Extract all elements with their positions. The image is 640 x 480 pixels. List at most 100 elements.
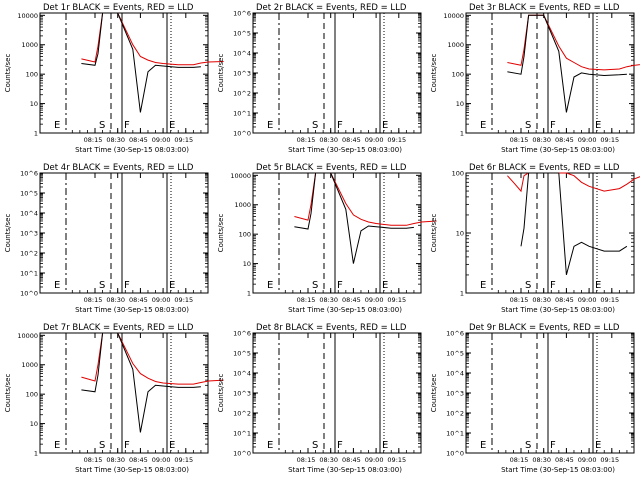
plot-frame	[252, 172, 422, 294]
x-axis-label: Start Time (30-Sep-15 08:03:00)	[75, 466, 189, 474]
event-marker-letter: E	[382, 120, 388, 131]
panel-det-8: Det 8r BLACK = Events, RED = LLD Counts/s…	[217, 323, 422, 474]
y-tick-label: 1	[460, 130, 464, 138]
x-tick-label: 08:30	[319, 456, 338, 464]
x-tick-label: 08:30	[106, 136, 125, 144]
plot-frame	[39, 172, 209, 294]
y-tick-label: 10000	[17, 332, 38, 340]
series-line-events	[81, 332, 201, 433]
y-tick-label: 100	[452, 170, 464, 178]
event-marker-letter: S	[312, 120, 318, 131]
y-tick-label: 10^3	[233, 390, 251, 398]
x-tick-label: 09:15	[600, 296, 619, 304]
x-axis-label: Start Time (30-Sep-15 08:03:00)	[288, 466, 402, 474]
y-tick-label: 10	[30, 100, 38, 108]
x-tick-label: 08:30	[319, 296, 338, 304]
x-tick-label: 08:45	[555, 296, 574, 304]
y-tick-label: 1000	[21, 361, 38, 369]
event-marker-letter: E	[480, 440, 486, 451]
y-tick-label: 100	[26, 71, 38, 79]
y-axis-label: Counts/sec	[217, 214, 225, 253]
event-marker-letter: E	[267, 120, 273, 131]
series-line-lld	[81, 332, 224, 385]
event-marker-letter: E	[595, 120, 601, 131]
x-tick-label: 09:15	[387, 136, 406, 144]
x-tick-label: 08:15	[510, 456, 529, 464]
x-tick-label: 08:30	[532, 456, 551, 464]
y-tick-label: 1	[247, 290, 251, 298]
plot-frame	[465, 332, 635, 454]
series-line-lld	[81, 12, 224, 66]
x-tick-label: 08:15	[84, 456, 103, 464]
event-marker-letter: F	[337, 280, 343, 291]
x-tick-label: 08:15	[297, 136, 316, 144]
x-tick-label: 08:30	[106, 296, 125, 304]
x-tick-label: 08:15	[84, 296, 103, 304]
x-tick-label: 08:15	[510, 136, 529, 144]
x-tick-label: 08:30	[106, 456, 125, 464]
panel-det-7: Det 7r BLACK = Events, RED = LLD Counts/s…	[4, 323, 224, 474]
y-axis-label: Counts/sec	[430, 374, 438, 413]
y-tick-label: 10^0	[233, 450, 251, 458]
event-marker-letter: S	[312, 440, 318, 451]
event-marker-letter: E	[54, 440, 60, 451]
event-marker-letter: F	[550, 440, 556, 451]
panel-det-3: Det 3r BLACK = Events, RED = LLD Counts/s…	[430, 3, 640, 154]
x-tick-label: 09:00	[578, 136, 597, 144]
y-tick-label: 10^4	[20, 210, 38, 218]
event-marker-letter: E	[169, 440, 175, 451]
x-axis-label: Start Time (30-Sep-15 08:03:00)	[288, 306, 402, 314]
y-tick-label: 10^3	[233, 70, 251, 78]
event-marker-letter: F	[337, 440, 343, 451]
y-axis-label: Counts/sec	[430, 54, 438, 93]
plot-frame	[252, 12, 422, 134]
y-tick-label: 10^6	[20, 170, 38, 178]
y-tick-label: 10^5	[233, 350, 251, 358]
event-marker-letter: S	[99, 120, 105, 131]
y-tick-label: 10^5	[233, 30, 251, 38]
y-tick-label: 10^1	[233, 430, 251, 438]
x-tick-label: 08:45	[129, 136, 148, 144]
x-tick-label: 08:45	[555, 136, 574, 144]
panel-title: Det 1r BLACK = Events, RED = LLD	[43, 3, 194, 13]
y-tick-label: 10^5	[20, 190, 38, 198]
y-tick-label: 10^2	[233, 410, 251, 418]
x-tick-label: 09:00	[152, 456, 171, 464]
plot-frame	[39, 12, 209, 134]
y-tick-label: 100	[452, 71, 464, 79]
x-tick-label: 09:00	[578, 456, 597, 464]
x-axis-label: Start Time (30-Sep-15 08:03:00)	[501, 146, 615, 154]
x-tick-label: 09:00	[365, 296, 384, 304]
y-tick-label: 10^3	[20, 230, 38, 238]
event-marker-letter: F	[124, 280, 130, 291]
x-tick-label: 08:45	[342, 296, 361, 304]
event-marker-letter: F	[337, 120, 343, 131]
event-marker-letter: E	[54, 120, 60, 131]
event-marker-letter: E	[169, 280, 175, 291]
panel-det-9: Det 9r BLACK = Events, RED = LLD Counts/s…	[430, 323, 635, 474]
x-axis-label: Start Time (30-Sep-15 08:03:00)	[288, 146, 402, 154]
y-tick-label: 1000	[21, 41, 38, 49]
y-tick-label: 100	[26, 391, 38, 399]
y-tick-label: 10000	[443, 12, 464, 20]
event-marker-letter: E	[480, 280, 486, 291]
plot-frame	[465, 172, 635, 294]
event-marker-letter: E	[382, 440, 388, 451]
panel-title: Det 5r BLACK = Events, RED = LLD	[256, 163, 407, 173]
x-tick-label: 08:30	[319, 136, 338, 144]
y-tick-label: 10^2	[20, 250, 38, 258]
panel-title: Det 9r BLACK = Events, RED = LLD	[469, 323, 620, 333]
x-tick-label: 08:30	[532, 296, 551, 304]
y-tick-label: 10^1	[233, 110, 251, 118]
x-axis-label: Start Time (30-Sep-15 08:03:00)	[501, 306, 615, 314]
x-tick-label: 08:15	[297, 296, 316, 304]
series-line-lld	[294, 172, 437, 226]
panel-title: Det 2r BLACK = Events, RED = LLD	[256, 3, 407, 13]
y-tick-label: 10^6	[233, 10, 251, 18]
plot-frame	[252, 332, 422, 454]
y-tick-label: 10^6	[233, 330, 251, 338]
y-tick-label: 10000	[17, 12, 38, 20]
event-marker-letter: E	[54, 280, 60, 291]
panel-title: Det 7r BLACK = Events, RED = LLD	[43, 323, 194, 333]
event-marker-letter: S	[525, 440, 531, 451]
